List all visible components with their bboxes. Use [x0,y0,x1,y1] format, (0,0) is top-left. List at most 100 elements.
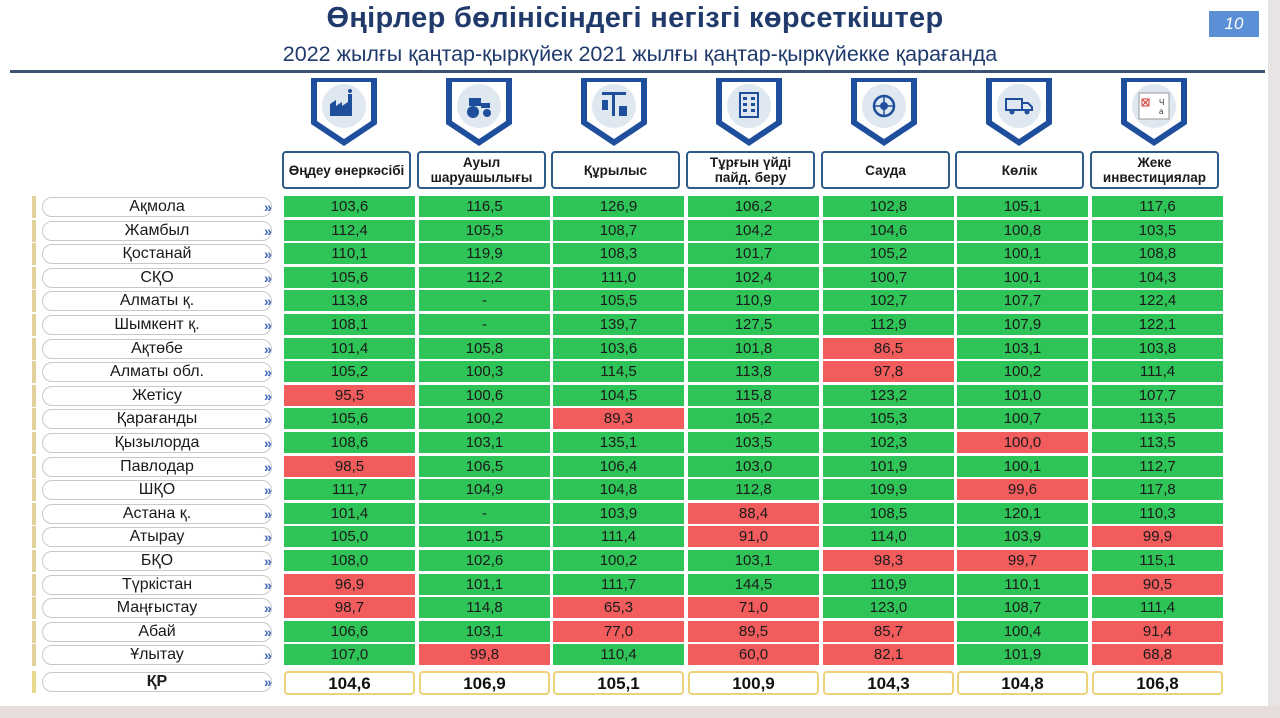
value-cell: 109,9 [823,479,954,500]
column-badge-2 [442,76,516,148]
value-cell: 85,7 [823,621,954,642]
table-row: Ақмола» 103,6 116,5 126,9 106,2 102,8 105,1 117… [32,196,1232,218]
column-header-2: Ауыл шаруашылығы [417,151,546,189]
value-cell: 110,4 [553,644,684,665]
table-row: Қызылорда» 108,6 103,1 135,1 103,5 102,3 100,0… [32,432,1232,454]
total-row: ҚР» 104,6 106,9 105,1 100,9 104,3 104,8 106,8 [32,671,1232,695]
region-name: Түркістан [42,575,272,595]
table-row: Қарағанды» 105,6 100,2 89,3 105,2 105,3 100,7 1… [32,408,1232,430]
value-cell: 89,3 [553,408,684,429]
value-cell: 103,5 [688,432,819,453]
region-name: ШҚО [42,480,272,500]
value-cell: 108,6 [284,432,415,453]
region-name: БҚО [42,551,272,571]
value-cell: 100,2 [553,550,684,571]
value-cell: 108,7 [957,597,1088,618]
page-number: 10 [1209,11,1259,37]
column-header-3: Құрылыс [551,151,680,189]
total-value-cell: 106,8 [1092,671,1223,695]
value-cell: 102,8 [823,196,954,217]
column-badge-4 [712,76,786,148]
value-cell: 105,2 [688,408,819,429]
region-name: Маңғыстау [42,598,272,618]
value-cell: 105,8 [419,338,550,359]
value-cell: 103,9 [553,503,684,524]
slide-title: Өңірлер бөлінісіндегі негізгі көрсеткішт… [326,2,944,34]
value-cell: 100,8 [957,220,1088,241]
region-label: БҚО» [32,550,282,572]
value-cell: 106,6 [284,621,415,642]
region-name: Қарағанды [42,409,272,429]
region-stripe [32,503,36,525]
badge-icon-text: Ч [1159,98,1164,107]
value-cell: 101,8 [688,338,819,359]
value-cell: 116,5 [419,196,550,217]
value-cell: 90,5 [1092,574,1223,595]
region-name: Шымкент қ. [42,315,272,335]
value-cell: 105,1 [957,196,1088,217]
apartment-building-icon [716,78,782,146]
value-cell: 97,8 [823,361,954,382]
column-header-7: Жеке инвестициялар [1090,151,1219,189]
table-row: Алматы обл.» 105,2 100,3 114,5 113,8 97,8 100,… [32,361,1232,383]
region-stripe [32,220,36,242]
value-cell: 104,5 [553,385,684,406]
value-cell: 99,9 [1092,526,1223,547]
value-cell: 101,9 [957,644,1088,665]
value-cell: 101,4 [284,338,415,359]
table-row: Қостанай» 110,1 119,9 108,3 101,7 105,2 100,1 1… [32,243,1232,265]
region-label: Алматы обл.» [32,361,282,383]
column-header-6: Көлік [955,151,1084,189]
table-row: Маңғыстау» 98,7 114,8 65,3 71,0 123,0 108,7 111… [32,597,1232,619]
region-name: СҚО [42,268,272,288]
region-label: Ақтөбе» [32,338,282,360]
region-stripe [32,385,36,407]
total-label: ҚР» [32,671,282,693]
slide-edge-right [1268,0,1280,718]
value-cell: 100,1 [957,243,1088,264]
value-cell: 122,4 [1092,290,1223,311]
region-name: Жетісу [42,386,272,406]
value-cell: 108,5 [823,503,954,524]
region-label: Абай» [32,621,282,643]
value-cell: 104,6 [823,220,954,241]
table-row: Жамбыл» 112,4 105,5 108,7 104,2 104,6 100,8 103… [32,220,1232,242]
value-cell: 115,8 [688,385,819,406]
value-cell: 105,3 [823,408,954,429]
region-stripe [32,432,36,454]
chevron-right-icon: » [264,459,272,475]
region-stripe [32,196,36,218]
value-cell: 102,4 [688,267,819,288]
value-cell: 104,2 [688,220,819,241]
column-header-1: Өңдеу өнеркәсібі [282,151,411,189]
value-cell: 98,5 [284,456,415,477]
table-row: Шымкент қ.» 108,1-139,7 127,5 112,9 107,9 122… [32,314,1232,336]
value-cell: 91,0 [688,526,819,547]
value-cell: 100,1 [957,456,1088,477]
region-label: Павлодар» [32,456,282,478]
region-stripe [32,408,36,430]
total-value-cell: 104,8 [957,671,1088,695]
value-cell: 103,5 [1092,220,1223,241]
region-label: СҚО» [32,267,282,289]
chevron-right-icon: » [264,411,272,427]
value-cell: 103,1 [688,550,819,571]
value-cell: 111,7 [284,479,415,500]
chevron-right-icon: » [264,482,272,498]
value-cell: 100,4 [957,621,1088,642]
chevron-right-icon: » [264,506,272,522]
table-row: Түркістан» 96,9 101,1 111,7 144,5 110,9 110,1 9… [32,574,1232,596]
column-header-4: Тұрғын үйді пайд. беру [686,151,815,189]
value-cell: 101,1 [419,574,550,595]
value-cell: 108,7 [553,220,684,241]
chevron-right-icon: » [264,674,272,690]
region-name: Жамбыл [42,221,272,241]
value-cell: 113,5 [1092,432,1223,453]
total-value-cell: 104,6 [284,671,415,695]
region-label: Астана қ.» [32,503,282,525]
region-name: Абай [42,622,272,642]
value-cell: 105,0 [284,526,415,547]
region-label: Қостанай» [32,243,282,265]
value-cell: 113,8 [284,290,415,311]
